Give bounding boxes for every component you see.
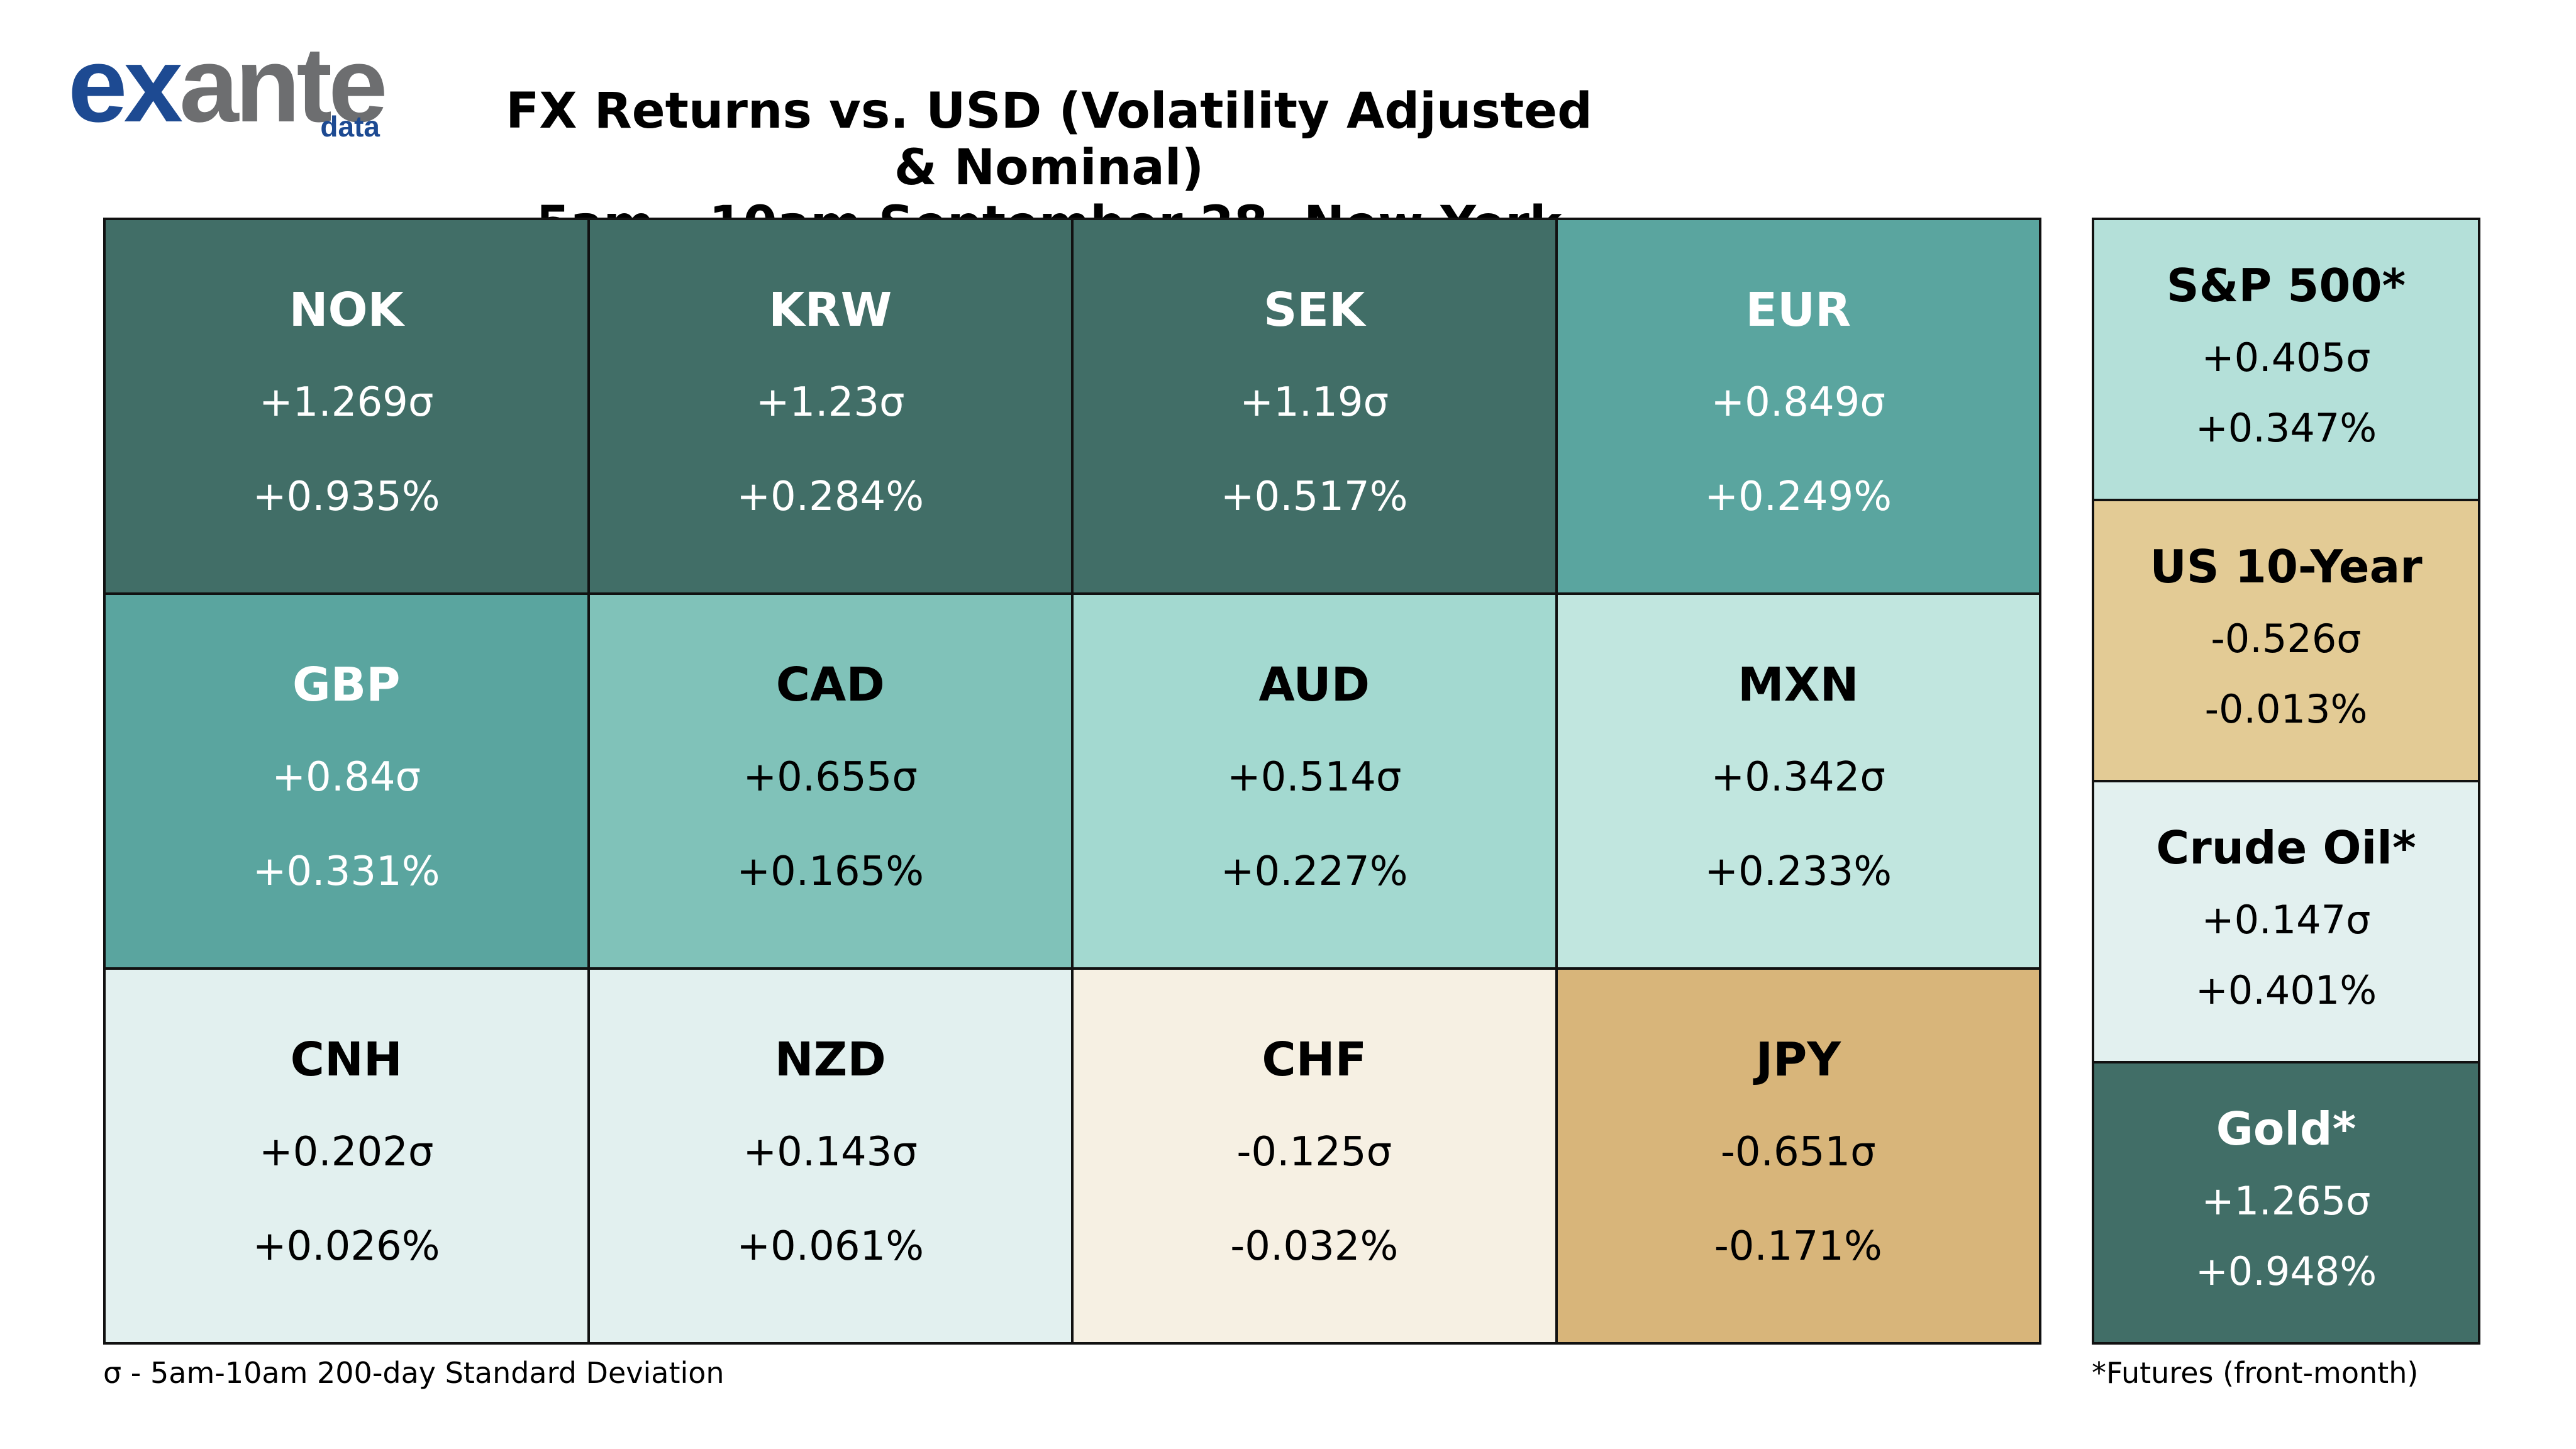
logo-subtext: data [320, 110, 380, 143]
fx-krw-label: KRW [769, 283, 892, 337]
asset-us-10-year-percent-value: -0.013% [2204, 686, 2368, 732]
fx-eur-label: EUR [1745, 283, 1852, 337]
logo-wordmark: exante [68, 25, 388, 145]
fx-chf-sigma-value: -0.125σ [1236, 1129, 1392, 1175]
futures-footnote: *Futures (front-month) [2092, 1356, 2419, 1390]
fx-eur-sigma-value: +0.849σ [1711, 379, 1885, 426]
asset-s-p-500-label: S&P 500* [2166, 259, 2406, 312]
fx-tile-aud: AUD +0.514σ +0.227% [1072, 594, 1557, 969]
fx-tile-chf: CHF -0.125σ -0.032% [1072, 969, 1557, 1343]
asset-s-p-500-percent-value: +0.347% [2195, 405, 2377, 451]
fx-sek-percent-value: +0.517% [1220, 474, 1408, 520]
asset-crude-oil-sigma-value: +0.147σ [2201, 897, 2371, 943]
fx-nzd-percent-value: +0.061% [736, 1223, 924, 1270]
fx-nok-sigma-value: +1.269σ [259, 379, 434, 426]
fx-returns-grid: NOK +1.269σ +0.935% KRW +1.23σ +0.284% SEK +1.1… [103, 218, 2041, 1345]
fx-tile-cad: CAD +0.655σ +0.165% [588, 594, 1072, 969]
fx-mxn-sigma-value: +0.342σ [1711, 754, 1885, 801]
fx-jpy-sigma-value: -0.651σ [1720, 1129, 1876, 1175]
fx-cnh-percent-value: +0.026% [252, 1223, 440, 1270]
asset-gold-label: Gold* [2216, 1102, 2357, 1155]
fx-gbp-label: GBP [292, 658, 401, 712]
fx-nok-percent-value: +0.935% [252, 474, 440, 520]
fx-chf-percent-value: -0.032% [1230, 1223, 1399, 1270]
fx-aud-sigma-value: +0.514σ [1227, 754, 1402, 801]
asset-tile-us-10-year: US 10-Year -0.526σ -0.013% [2093, 500, 2479, 781]
fx-tile-cnh: CNH +0.202σ +0.026% [104, 969, 589, 1343]
fx-cad-percent-value: +0.165% [736, 848, 924, 895]
fx-tile-mxn: MXN +0.342σ +0.233% [1556, 594, 2040, 969]
fx-aud-percent-value: +0.227% [1220, 848, 1408, 895]
fx-krw-sigma-value: +1.23σ [755, 379, 905, 426]
fx-krw-percent-value: +0.284% [736, 474, 924, 520]
fx-sek-label: SEK [1263, 283, 1365, 337]
fx-tile-nok: NOK +1.269σ +0.935% [104, 219, 589, 594]
fx-aud-label: AUD [1258, 658, 1370, 712]
asset-us-10-year-label: US 10-Year [2150, 540, 2423, 593]
asset-gold-percent-value: +0.948% [2195, 1248, 2377, 1294]
fx-tile-jpy: JPY -0.651σ -0.171% [1556, 969, 2040, 1343]
fx-eur-percent-value: +0.249% [1704, 474, 1892, 520]
fx-sek-sigma-value: +1.19σ [1240, 379, 1389, 426]
fx-jpy-percent-value: -0.171% [1714, 1223, 1882, 1270]
fx-nzd-sigma-value: +0.143σ [743, 1129, 918, 1175]
asset-crude-oil-percent-value: +0.401% [2195, 967, 2377, 1013]
fx-chf-label: CHF [1262, 1033, 1367, 1087]
fx-cnh-label: CNH [290, 1033, 402, 1087]
fx-tile-sek: SEK +1.19σ +0.517% [1072, 219, 1557, 594]
fx-gbp-sigma-value: +0.84σ [272, 754, 421, 801]
fx-mxn-percent-value: +0.233% [1704, 848, 1892, 895]
title-line-1: FX Returns vs. USD (Volatility Adjusted … [506, 83, 1592, 196]
fx-mxn-label: MXN [1737, 658, 1859, 712]
fx-tile-gbp: GBP +0.84σ +0.331% [104, 594, 589, 969]
fx-gbp-percent-value: +0.331% [252, 848, 440, 895]
other-assets-column: S&P 500* +0.405σ +0.347% US 10-Year -0.526σ -… [2092, 218, 2480, 1345]
fx-cad-sigma-value: +0.655σ [743, 754, 918, 801]
fx-jpy-label: JPY [1755, 1033, 1841, 1087]
sigma-footnote: σ - 5am-10am 200-day Standard Deviation [103, 1356, 724, 1390]
fx-cnh-sigma-value: +0.202σ [259, 1129, 434, 1175]
fx-tile-eur: EUR +0.849σ +0.249% [1556, 219, 2040, 594]
fx-nok-label: NOK [289, 283, 404, 337]
asset-us-10-year-sigma-value: -0.526σ [2211, 616, 2362, 662]
fx-tile-nzd: NZD +0.143σ +0.061% [588, 969, 1072, 1343]
exante-logo: exante data [68, 31, 395, 145]
asset-tile-gold: Gold* +1.265σ +0.948% [2093, 1062, 2479, 1343]
fx-cad-label: CAD [775, 658, 885, 712]
asset-crude-oil-label: Crude Oil* [2156, 821, 2416, 874]
asset-tile-crude-oil: Crude Oil* +0.147σ +0.401% [2093, 781, 2479, 1062]
asset-gold-sigma-value: +1.265σ [2201, 1178, 2371, 1224]
asset-tile-s-p-500: S&P 500* +0.405σ +0.347% [2093, 219, 2479, 500]
asset-s-p-500-sigma-value: +0.405σ [2201, 335, 2371, 380]
fx-tile-krw: KRW +1.23σ +0.284% [588, 219, 1072, 594]
fx-nzd-label: NZD [774, 1033, 886, 1087]
